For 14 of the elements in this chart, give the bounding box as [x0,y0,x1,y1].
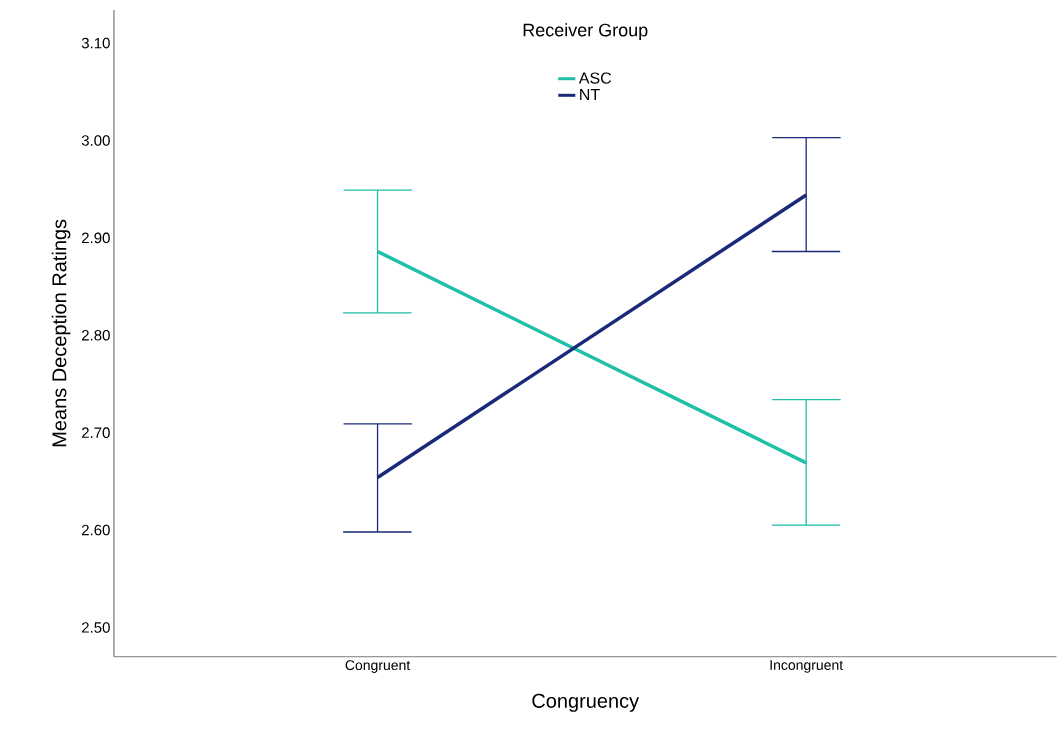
legend-title: Receiver Group [523,23,648,41]
y-axis-title: Means Deception Ratings [51,219,71,447]
y-tick-label: 2.50 [81,622,110,633]
x-tick-label: Incongruent [770,660,844,673]
y-tick-label: 2.60 [81,524,110,536]
y-tick-label: 2.70 [81,427,110,439]
legend-label: NT [580,89,600,101]
y-tick-label: 2.90 [81,232,110,244]
y-tick-label: 3.00 [81,135,110,146]
x-axis-title: Congruency [532,693,640,713]
legend-label: ASC [578,72,612,84]
x-tick-label: Congruent [345,660,411,674]
y-tick-label: 3.10 [81,37,110,49]
y-tick-label: 2.80 [81,330,110,341]
